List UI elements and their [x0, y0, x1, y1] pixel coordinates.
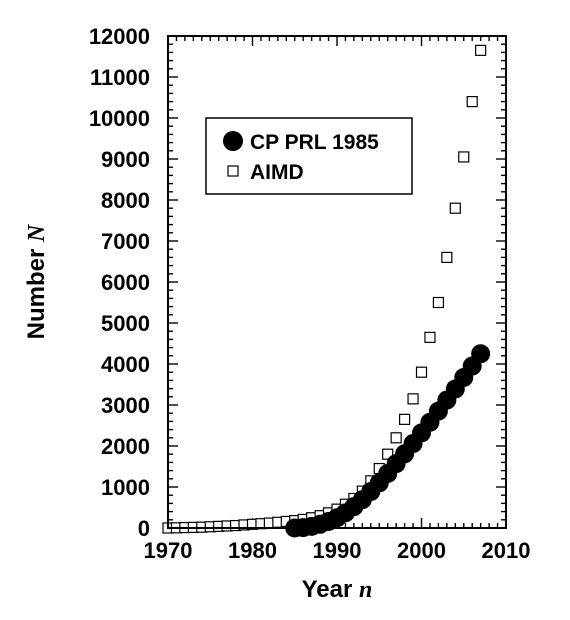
aimd-point	[441, 251, 453, 263]
y-tick-label: 1000	[101, 475, 150, 500]
aimd-point	[415, 366, 428, 378]
aimd-point	[466, 95, 478, 108]
aimd-point	[432, 296, 444, 309]
y-tick-label: 5000	[101, 311, 150, 336]
y-axis-title: Number N	[23, 223, 50, 339]
y-tick-label: 3000	[101, 393, 150, 418]
axis-ticks	[167, 35, 507, 529]
aimd-point	[407, 393, 419, 405]
aimd-point	[424, 331, 436, 343]
legend-marker-cp-prl-1985	[223, 131, 243, 151]
aimd-point	[458, 151, 470, 163]
y-axis-variable: N	[24, 223, 50, 243]
y-tick-label: 6000	[101, 270, 150, 295]
y-tick-label: 2000	[101, 434, 150, 459]
y-tick-label: 0	[138, 516, 150, 541]
y-tick-label: 4000	[101, 352, 150, 377]
x-tick-label: 2010	[482, 538, 531, 563]
x-tick-label: 2000	[397, 538, 446, 563]
data-points	[162, 44, 491, 538]
x-tick-label: 1970	[144, 538, 193, 563]
x-axis-title-text: Year	[302, 576, 353, 603]
legend: CP PRL 1985 AIMD	[205, 117, 413, 195]
aimd-point	[449, 202, 461, 214]
y-tick-label: 9000	[101, 147, 150, 172]
legend-marker-aimd	[227, 165, 239, 177]
legend-label-aimd: AIMD	[250, 161, 304, 184]
x-axis-variable: n	[359, 577, 372, 603]
y-tick-label: 10000	[89, 106, 150, 131]
y-axis-title-text: Number	[23, 249, 50, 340]
x-tick-label: 1980	[228, 538, 277, 563]
legend-box	[205, 117, 413, 195]
cp-prl-1985-point	[471, 344, 491, 364]
aimd-point	[475, 44, 487, 56]
y-tick-label: 8000	[101, 188, 150, 213]
y-tick-label: 11000	[90, 65, 150, 90]
aimd-point	[382, 448, 394, 460]
y-tick-label: 7000	[101, 229, 150, 254]
aimd-point	[399, 413, 411, 425]
plot-frame	[167, 35, 507, 529]
x-tick-label: 1990	[313, 538, 362, 563]
legend-label-cp-prl-1985: CP PRL 1985	[250, 131, 379, 154]
aimd-point	[390, 432, 402, 444]
y-tick-label: 12000	[89, 24, 150, 49]
x-axis-title: Year n	[302, 576, 373, 603]
tick-labels: 1970 1980 1990 2000 2010 0 1000 2000 3000 4000 500…	[89, 24, 531, 563]
